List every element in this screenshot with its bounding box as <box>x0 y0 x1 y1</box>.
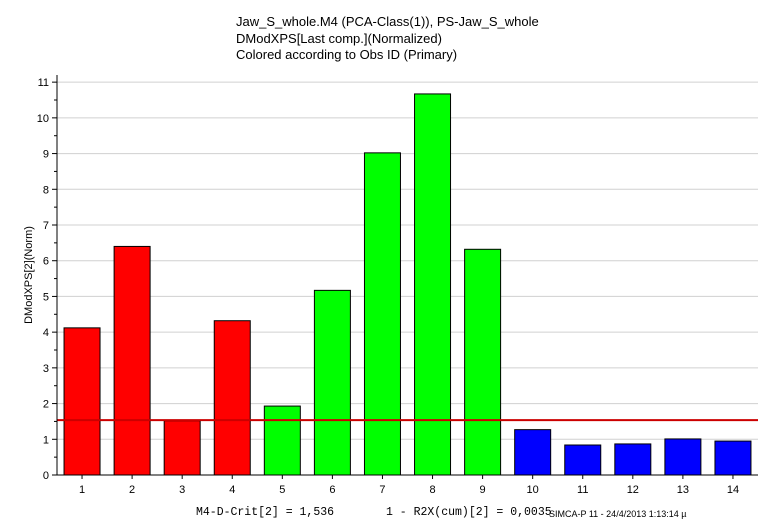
x-tick-label: 14 <box>727 484 739 496</box>
x-tick-label: 10 <box>527 484 539 496</box>
y-tick-label: 10 <box>37 113 49 125</box>
y-tick-label: 8 <box>43 184 49 196</box>
software-stamp: SIMCA-P 11 - 24/4/2013 1:13:14 µ <box>549 509 687 519</box>
x-tick-label: 9 <box>480 484 486 496</box>
bar <box>714 440 752 476</box>
bar <box>313 289 351 476</box>
x-tick-label: 1 <box>79 484 85 496</box>
y-tick-label: 2 <box>43 399 49 411</box>
bar <box>614 443 652 476</box>
x-tick-label: 2 <box>129 484 135 496</box>
x-tick-label: 5 <box>279 484 285 496</box>
bar <box>414 93 452 476</box>
y-tick-label: 5 <box>43 291 49 303</box>
x-tick-label: 8 <box>429 484 435 496</box>
x-tick-label: 4 <box>229 484 235 496</box>
dcrit-footer: M4-D-Crit[2] = 1,536 <box>196 506 335 519</box>
x-tick-label: 6 <box>329 484 335 496</box>
bar <box>213 320 251 476</box>
y-tick-label: 7 <box>43 220 49 232</box>
bar <box>464 248 502 476</box>
bar <box>263 405 301 476</box>
y-axis-label: DModXPS[2](Norm) <box>23 226 35 324</box>
chart-subtitle: DModXPS[Last comp.](Normalized) <box>236 30 442 46</box>
y-tick-label: 9 <box>43 149 49 161</box>
r2x-footer: 1 - R2X(cum)[2] = 0,0035 <box>386 506 552 519</box>
y-tick-label: 3 <box>43 363 49 375</box>
bar <box>163 420 201 476</box>
bar <box>113 245 151 476</box>
x-tick-label: 11 <box>577 484 588 496</box>
chart-coloring-note: Colored according to Obs ID (Primary) <box>236 47 458 62</box>
x-tick-label: 13 <box>677 484 689 496</box>
x-tick-label: 3 <box>179 484 185 496</box>
x-tick-label: 12 <box>627 484 639 496</box>
y-tick-label: 1 <box>43 434 49 446</box>
y-tick-label: 4 <box>43 327 49 339</box>
chart-title: Jaw_S_whole.M4 (PCA-Class(1)), PS-Jaw_S_… <box>236 14 539 29</box>
bar <box>514 429 552 476</box>
bar <box>564 444 602 476</box>
y-tick-label: 0 <box>43 470 49 482</box>
y-tick-label: 11 <box>38 77 49 89</box>
bar <box>664 438 702 476</box>
y-tick-label: 6 <box>43 256 49 268</box>
chart-title-block: Jaw_S_whole.M4 (PCA-Class(1)), PS-Jaw_S_… <box>236 14 539 64</box>
bar <box>63 327 101 476</box>
bar <box>363 152 401 476</box>
x-tick-label: 7 <box>379 484 385 496</box>
